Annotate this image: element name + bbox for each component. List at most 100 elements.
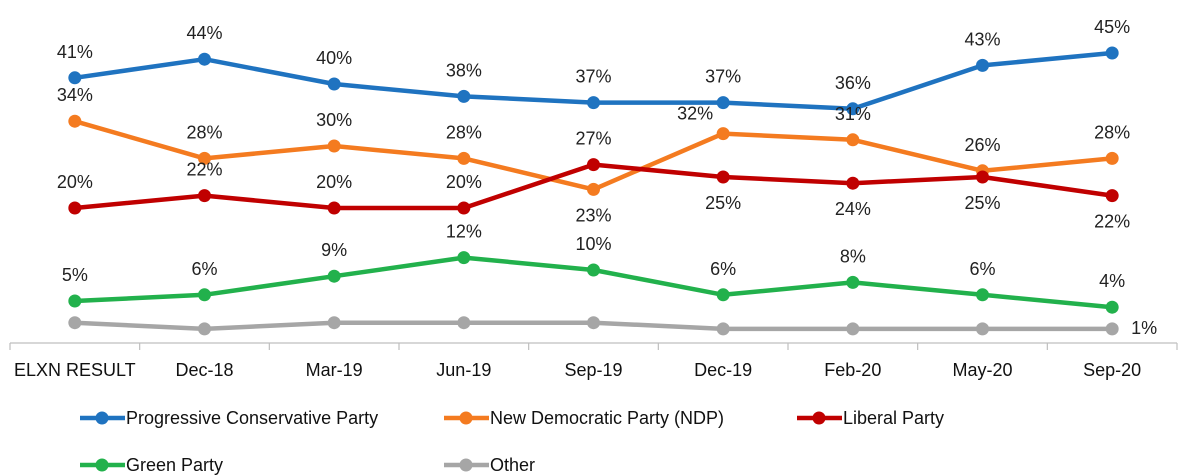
data-point [68, 316, 82, 330]
data-point [1105, 300, 1119, 314]
data-label: 24% [835, 199, 871, 219]
data-point [198, 189, 211, 203]
data-label: 41% [57, 42, 93, 62]
data-point [587, 316, 600, 330]
data-point [976, 58, 989, 72]
data-label: 37% [575, 67, 611, 87]
data-point [198, 322, 211, 336]
data-point [716, 96, 730, 110]
data-point [846, 322, 860, 336]
data-label: 30% [316, 110, 352, 130]
data-point [198, 52, 211, 66]
data-label: 27% [575, 129, 611, 149]
data-label: 4% [1099, 271, 1125, 291]
data-label: 6% [969, 259, 995, 279]
legend: Progressive Conservative Party New Democr… [80, 408, 944, 475]
data-point [976, 322, 989, 336]
data-point [716, 127, 730, 141]
legend-item: Other [444, 455, 535, 475]
data-point [327, 201, 341, 215]
data-point [716, 170, 730, 184]
data-labels: 41% 44% 40% 38% 37% 37% 36% 43% 45% 34% 28% 30% 28% 2… [57, 17, 1157, 338]
data-point [716, 322, 730, 336]
data-label: 31% [835, 104, 871, 124]
data-point [976, 170, 989, 184]
data-label: 28% [186, 122, 222, 142]
data-label: 34% [57, 85, 93, 105]
legend-swatch-marker [95, 458, 109, 472]
data-point [327, 316, 341, 330]
series-1 [68, 114, 1119, 196]
data-label: 45% [1094, 17, 1130, 37]
data-point [846, 133, 860, 147]
x-tick-label: Feb-20 [824, 360, 881, 380]
legend-swatch-marker [95, 411, 109, 425]
legend-label: Other [490, 455, 535, 475]
data-label: 20% [316, 172, 352, 192]
data-label: 38% [446, 60, 482, 80]
data-point [1105, 189, 1119, 203]
legend-item: Liberal Party [797, 408, 944, 428]
legend-label: Green Party [126, 455, 223, 475]
legend-item: Green Party [80, 455, 223, 475]
data-label: 32% [677, 104, 713, 124]
data-point [457, 316, 471, 330]
legend-swatch-marker [812, 411, 826, 425]
data-point [327, 139, 341, 153]
data-point [587, 182, 600, 196]
legend-item: Progressive Conservative Party [80, 408, 378, 428]
data-point [457, 251, 471, 265]
data-label: 25% [964, 193, 1000, 213]
data-label: 25% [705, 193, 741, 213]
x-axis [9, 342, 1178, 350]
x-tick-label: ELXN RESULT [14, 360, 136, 380]
x-tick-label: Sep-19 [564, 360, 622, 380]
data-label: 40% [316, 48, 352, 68]
legend-swatch-marker [459, 458, 473, 472]
x-tick-label: Jun-19 [436, 360, 491, 380]
data-label: 20% [446, 172, 482, 192]
data-label: 6% [710, 259, 736, 279]
data-point [716, 288, 730, 302]
data-label: 28% [446, 122, 482, 142]
data-label: 22% [1094, 212, 1130, 232]
data-label: 43% [964, 29, 1000, 49]
x-tick-labels: ELXN RESULT Dec-18 Mar-19 Jun-19 Sep-19 Dec-1… [14, 360, 1141, 380]
x-tick-label: Dec-18 [175, 360, 233, 380]
data-point [457, 201, 471, 215]
series-3 [68, 251, 1119, 314]
legend-label: Progressive Conservative Party [126, 408, 378, 428]
x-tick-label: Dec-19 [694, 360, 752, 380]
data-point [846, 275, 860, 289]
data-point [1105, 46, 1119, 60]
data-label: 5% [62, 265, 88, 285]
data-label: 9% [321, 240, 347, 260]
data-point [68, 294, 82, 308]
data-point [587, 263, 600, 277]
data-point [587, 96, 600, 110]
data-point [457, 89, 471, 103]
data-point [327, 269, 341, 283]
data-label: 26% [964, 135, 1000, 155]
data-point [198, 288, 211, 302]
x-tick-label: Sep-20 [1083, 360, 1141, 380]
data-label: 1% [1131, 318, 1157, 338]
legend-label: New Democratic Party (NDP) [490, 408, 724, 428]
legend-item: New Democratic Party (NDP) [444, 408, 724, 428]
data-point [327, 77, 341, 91]
data-label: 22% [186, 160, 222, 180]
legend-swatch-marker [459, 411, 473, 425]
data-point [1105, 151, 1119, 165]
data-point [587, 158, 600, 172]
data-point [976, 288, 989, 302]
data-label: 20% [57, 172, 93, 192]
data-point [68, 71, 82, 85]
data-label: 36% [835, 73, 871, 93]
data-label: 37% [705, 67, 741, 87]
data-label: 44% [186, 23, 222, 43]
data-point [1105, 322, 1119, 336]
data-label: 23% [575, 205, 611, 225]
series-layer [68, 46, 1119, 336]
data-label: 8% [840, 246, 866, 266]
